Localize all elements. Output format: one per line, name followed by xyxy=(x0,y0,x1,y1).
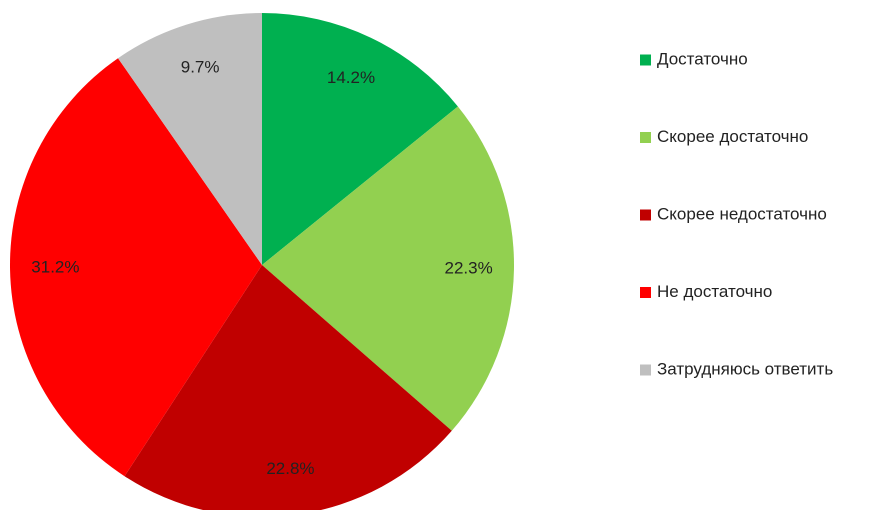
data-label: 22.8% xyxy=(266,459,314,478)
pie-slice xyxy=(9,58,262,477)
legend-marker xyxy=(640,364,651,376)
legend-label: Скорее достаточно xyxy=(657,127,808,146)
legend-label: Затрудняюсь ответить xyxy=(657,359,833,378)
pie-slice xyxy=(262,106,514,431)
legend-label: Скорее недостаточно xyxy=(657,204,827,223)
legend-label: Не достаточно xyxy=(657,282,772,301)
legend-marker xyxy=(640,209,651,221)
data-label: 22.3% xyxy=(445,258,493,277)
legend-marker xyxy=(640,287,651,298)
legend-marker xyxy=(640,54,651,66)
pie-slice xyxy=(117,13,263,265)
pie-slice xyxy=(262,13,458,265)
legend-marker xyxy=(640,132,651,143)
data-label: 14.2% xyxy=(327,68,375,87)
legend-label: Достаточно xyxy=(657,49,748,68)
data-label: 31.2% xyxy=(31,258,79,277)
pie-slice xyxy=(124,265,452,510)
data-label: 9.7% xyxy=(181,57,220,76)
